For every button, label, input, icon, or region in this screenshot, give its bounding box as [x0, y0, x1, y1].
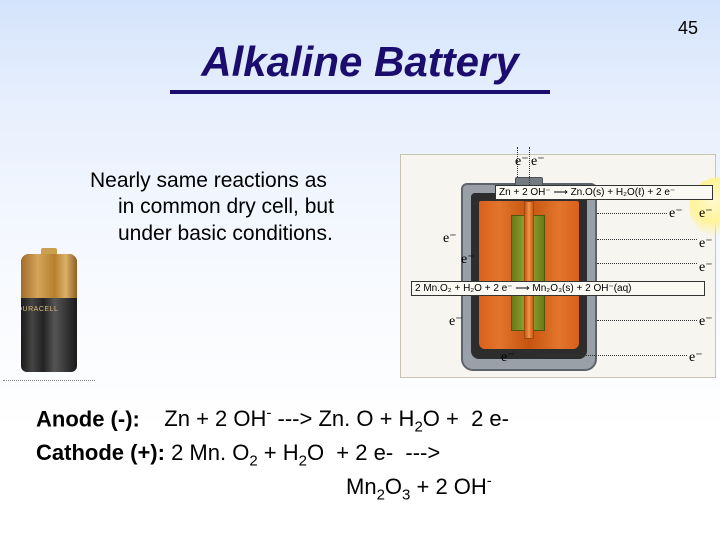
page-number: 45 — [678, 18, 698, 39]
electron-label: e⁻ — [443, 230, 457, 247]
cathode-reaction-line-2: Mn2O3 + 2 OH- — [36, 472, 700, 506]
electron-label: e⁻ — [449, 313, 463, 330]
cathode-equation-box: 2 Mn.O₂ + H₂O + 2 e⁻ ⟶ Mn₂O₃(s) + 2 OH⁻(… — [411, 281, 705, 296]
electron-label: e⁻ — [699, 205, 713, 222]
page-title: Alkaline Battery — [170, 38, 550, 94]
dotted-baseline — [3, 380, 95, 381]
dotted-connector — [597, 263, 697, 264]
cathode-equation-2: Mn2O3 + 2 OH- — [346, 474, 492, 499]
desc-line-1: Nearly same reactions as — [90, 168, 390, 194]
desc-line-2: in common dry cell, but — [90, 194, 390, 220]
dotted-connector — [597, 239, 697, 240]
electron-label: e⁻ — [699, 313, 713, 330]
battery-body-icon: DURACELL — [21, 254, 77, 372]
anode-equation: Zn + 2 OH- ---> Zn. O + H2O + 2 e- — [140, 406, 509, 431]
electron-label: e⁻ — [699, 259, 713, 276]
battery-inner-dark — [471, 193, 587, 359]
battery-casing — [461, 183, 597, 371]
battery-copper-top — [21, 254, 77, 298]
dotted-connector — [541, 355, 687, 356]
anode-equation-box: Zn + 2 OH⁻ ⟶ Zn.O(s) + H₂O(ℓ) + 2 e⁻ — [495, 185, 713, 200]
electron-label: e⁻ — [531, 153, 545, 170]
anode-label: Anode (-): — [36, 406, 140, 431]
dotted-connector — [597, 320, 697, 321]
desc-line-3: under basic conditions. — [90, 221, 390, 247]
electron-label: e⁻ — [689, 349, 703, 366]
electron-label: e⁻ — [461, 251, 475, 268]
cathode-reaction-line-1: Cathode (+): 2 Mn. O2 + H2O + 2 e- ---> — [36, 438, 700, 472]
electron-label: e⁻ — [669, 205, 683, 222]
electron-label: e⁻ — [699, 235, 713, 252]
dotted-connector — [597, 213, 667, 214]
electron-label: e⁻ — [515, 153, 529, 170]
cathode-equation-1: 2 Mn. O2 + H2O + 2 e- ---> — [165, 440, 440, 465]
duracell-battery-image: DURACELL — [9, 248, 89, 378]
reaction-equations: Anode (-): Zn + 2 OH- ---> Zn. O + H2O +… — [36, 404, 700, 506]
electron-path-line — [529, 147, 530, 185]
cathode-label: Cathode (+): — [36, 440, 165, 465]
battery-cutaway-diagram: Zn + 2 OH⁻ ⟶ Zn.O(s) + H₂O(ℓ) + 2 e⁻ 2 M… — [400, 154, 716, 378]
anode-reaction-line: Anode (-): Zn + 2 OH- ---> Zn. O + H2O +… — [36, 404, 700, 438]
electron-label: e⁻ — [501, 349, 515, 366]
mno2-layer — [479, 201, 579, 349]
battery-brand-label: DURACELL — [21, 306, 58, 314]
center-rod — [524, 201, 534, 339]
description-text: Nearly same reactions as in common dry c… — [90, 168, 390, 247]
